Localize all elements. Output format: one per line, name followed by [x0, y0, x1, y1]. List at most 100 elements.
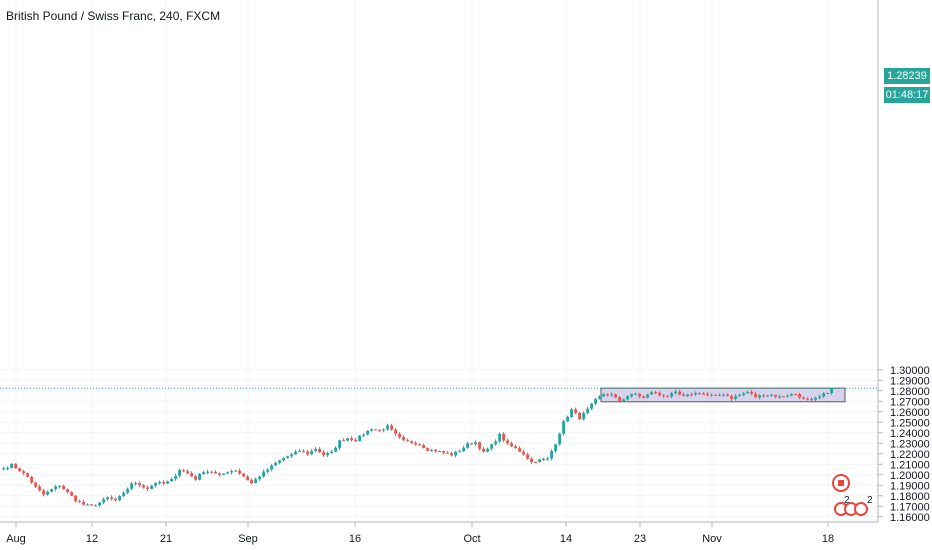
x-tick-label: 23 — [634, 533, 646, 545]
candle-body — [790, 394, 793, 396]
candle-body — [150, 485, 153, 489]
candle-body — [26, 473, 29, 477]
candle-body — [674, 391, 677, 394]
x-tick-label: 16 — [349, 533, 361, 545]
candle-body — [350, 438, 353, 440]
candle-body — [186, 471, 189, 474]
candle-body — [18, 468, 21, 472]
candle-body — [622, 399, 625, 402]
event-count-label: 2 — [844, 495, 850, 506]
candle-body — [298, 450, 301, 452]
candle-body — [714, 394, 717, 396]
candle-body — [538, 459, 541, 463]
y-tick-label: 1.16000 — [890, 512, 930, 524]
candle-body — [162, 482, 165, 484]
candle-body — [342, 440, 345, 442]
candle-body — [122, 492, 125, 497]
candle-body — [130, 483, 133, 489]
candle-body — [234, 470, 237, 472]
candle-body — [138, 483, 141, 486]
x-tick-label: 21 — [160, 533, 172, 545]
candle-body — [338, 440, 341, 448]
candle-body — [630, 393, 633, 397]
candle-body — [94, 505, 97, 507]
candle-body — [62, 485, 65, 490]
candle-body — [570, 409, 573, 417]
candle-body — [398, 433, 401, 438]
candle-body — [178, 470, 181, 476]
candle-body — [426, 447, 429, 451]
candle-body — [490, 444, 493, 449]
candle-body — [114, 498, 117, 501]
candle-body — [626, 396, 629, 400]
economic-event-icon[interactable] — [832, 474, 850, 492]
candle-body — [106, 497, 109, 500]
candle-body — [274, 462, 277, 466]
candle-body — [306, 451, 309, 455]
candle-body — [394, 429, 397, 434]
candle-body — [546, 458, 549, 460]
candle-body — [818, 396, 821, 398]
candle-body — [798, 394, 801, 398]
candle-body — [586, 408, 589, 413]
candle-body — [362, 434, 365, 436]
candle-body — [194, 476, 197, 480]
candle-body — [566, 416, 569, 422]
y-tick-label: 1.25000 — [890, 417, 930, 429]
event-count-label: 2 — [867, 495, 873, 506]
candle-body — [422, 444, 425, 448]
candle-body — [386, 425, 389, 430]
candle-body — [370, 429, 373, 431]
candle-body — [478, 442, 481, 449]
candle-body — [322, 452, 325, 456]
candle-body — [210, 471, 213, 473]
candle-body — [90, 504, 93, 506]
candle-body — [10, 463, 13, 468]
candle-body — [470, 443, 473, 445]
candle-body — [750, 391, 753, 394]
candle-body — [30, 476, 33, 483]
candle-body — [302, 450, 305, 452]
candle-body — [506, 440, 509, 444]
candle-body — [802, 397, 805, 399]
candle-body — [118, 496, 121, 501]
candle-body — [454, 451, 457, 456]
candle-body — [174, 475, 177, 480]
candle-body — [182, 470, 185, 472]
y-tick-label: 1.20000 — [890, 470, 930, 482]
candle-body — [814, 397, 817, 400]
candle-body — [494, 441, 497, 445]
x-tick-label: Aug — [6, 533, 26, 545]
candle-body — [58, 485, 61, 487]
candle-body — [462, 447, 465, 452]
candle-body — [614, 394, 617, 398]
candle-body — [418, 444, 421, 446]
candle-body — [366, 430, 369, 435]
candle-body — [158, 482, 161, 484]
candle-body — [606, 394, 609, 396]
economic-event-icon[interactable] — [854, 502, 868, 516]
candle-body — [134, 483, 137, 485]
candle-body — [666, 396, 669, 398]
candle-body — [706, 393, 709, 395]
candle-body — [262, 471, 265, 477]
candle-body — [746, 391, 749, 394]
candle-body — [442, 451, 445, 453]
x-tick-label: 12 — [86, 533, 98, 545]
candle-body — [54, 486, 57, 490]
y-tick-label: 1.22000 — [890, 449, 930, 461]
candle-body — [238, 470, 241, 474]
last-price-label: 1.28239 — [884, 68, 930, 84]
candle-body — [758, 395, 761, 398]
y-tick-label: 1.29000 — [890, 375, 930, 387]
candle-body — [334, 447, 337, 452]
candle-body — [482, 448, 485, 452]
candle-body — [86, 504, 89, 506]
candle-body — [698, 393, 701, 395]
x-tick-label: Sep — [238, 533, 258, 545]
candle-body — [414, 442, 417, 445]
candle-body — [526, 454, 529, 459]
candle-body — [742, 393, 745, 395]
